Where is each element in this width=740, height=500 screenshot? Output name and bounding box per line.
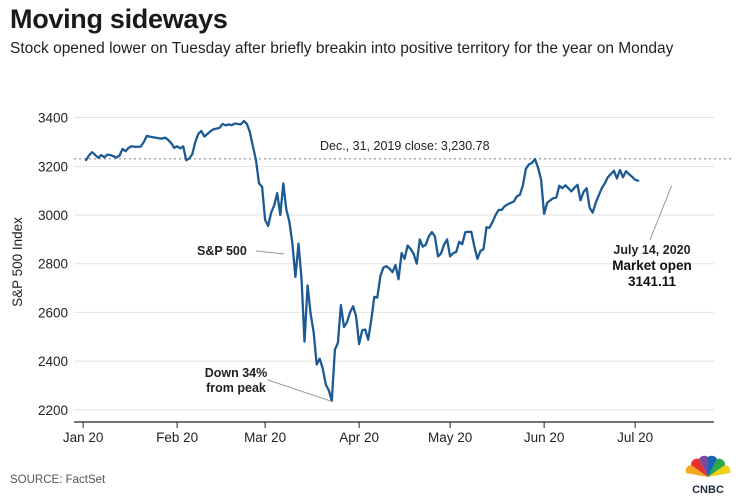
annotation-trough-label-line: Down 34% (205, 366, 268, 380)
sp500-series-line (84, 119, 640, 402)
x-tick-label: May 20 (428, 430, 472, 445)
logo-wordmark: CNBC (692, 484, 724, 496)
y-tick-label: 2800 (38, 257, 68, 272)
chart-subtitle: Stock opened lower on Tuesday after brie… (10, 40, 674, 57)
annotation-sp500-leader (255, 250, 285, 255)
y-tick-label: 3200 (38, 159, 68, 174)
y-tick-label: 2400 (38, 354, 68, 369)
y-tick-label: 2600 (38, 305, 68, 320)
annotation-latest-label-line: Market open (612, 258, 692, 273)
reference-line-group: Dec., 31, 2019 close: 3,230.78 (74, 139, 734, 160)
cnbc-peacock-logo: CNBC (685, 455, 731, 496)
x-tick-label: Feb 20 (156, 430, 198, 445)
y-tick-label: 3000 (38, 208, 68, 223)
annotations: S&P 500 Down 34%from peak July 14, 2020Mar… (197, 185, 692, 403)
annotation-trough-leader (267, 379, 333, 403)
source-note: SOURCE: FactSet (10, 474, 106, 486)
annotation-latest-label-line: July 14, 2020 (613, 243, 690, 257)
reference-line-label: Dec., 31, 2019 close: 3,230.78 (320, 139, 490, 153)
annotation-latest-leader (649, 185, 673, 241)
x-tick-label: Apr 20 (339, 430, 379, 445)
chart-title: Moving sideways (10, 4, 228, 34)
annotation-sp500-label: S&P 500 (197, 244, 247, 258)
y-tick-label: 3400 (38, 111, 68, 126)
x-tick-label: Jun 20 (524, 430, 565, 445)
x-axis: Jan 20 Feb 20 Mar 20 Apr 20 May 20 Jun 20 Jul … (63, 421, 714, 445)
y-gridlines (74, 117, 714, 411)
y-tick-labels: 2200 2400 2600 2800 3000 3200 3400 (38, 111, 68, 418)
x-tick-label: Mar 20 (244, 430, 286, 445)
x-tick-label: Jan 20 (63, 430, 104, 445)
annotation-trough-label-line: from peak (206, 381, 266, 395)
y-axis-label: S&P 500 Index (10, 217, 25, 307)
annotation-latest-label-line: 3141.11 (628, 274, 677, 289)
x-tick-label: Jul 20 (617, 430, 653, 445)
y-tick-label: 2200 (38, 403, 68, 418)
